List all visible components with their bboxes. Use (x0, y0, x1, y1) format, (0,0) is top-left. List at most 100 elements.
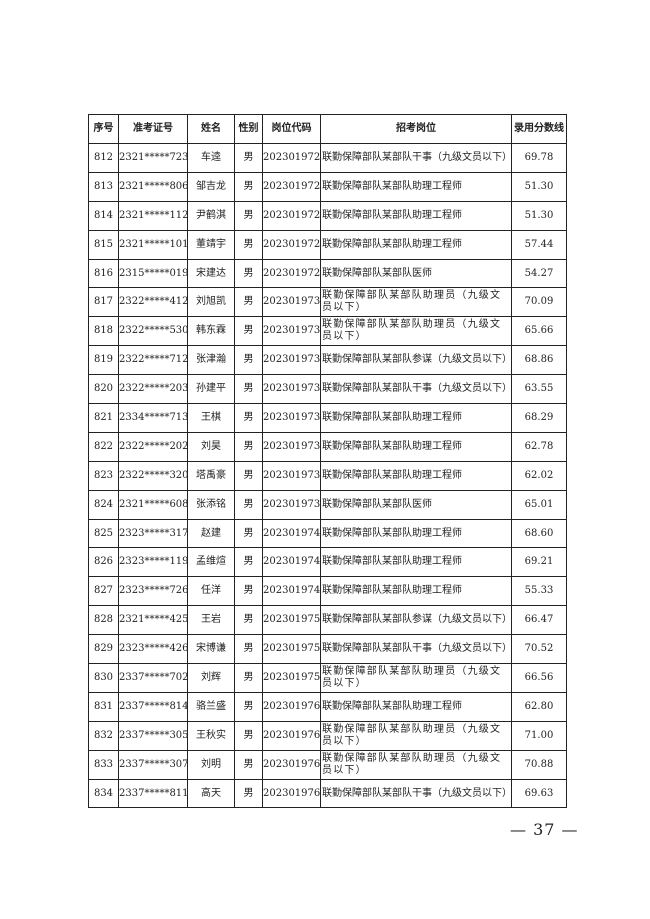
cell-position-code: 2023019743 (262, 518, 321, 549)
cell-score-line: 65.01 (511, 489, 567, 520)
cell-position: 联勤保障部队某部队参谋（九级文员以下） (320, 345, 512, 376)
cell-exam-id: 2322*****202 (118, 431, 188, 462)
cell-seq-number: 831 (88, 691, 119, 722)
cell-position: 联勤保障部队某部队助理工程师 (320, 460, 512, 491)
table-row: 820 2322*****203 孙建平男 2023019734 联勤保障部队某部队干事… (88, 374, 567, 405)
cell-gender: 男 (234, 258, 263, 289)
cell-score-line: 66.47 (511, 605, 567, 636)
table-row: 833 2337*****307 刘明男 2023019764 联勤保障部队某部队助理员… (88, 749, 567, 780)
cell-exam-id: 2322*****203 (118, 374, 188, 405)
cell-name: 王岩 (187, 605, 235, 636)
cell-position: 联勤保障部队某部队助理工程师 (320, 431, 512, 462)
cell-exam-id: 2334*****713 (118, 403, 188, 433)
cell-position-code: 2023019728 (262, 258, 321, 289)
cell-gender: 男 (234, 374, 263, 405)
cell-position: 联勤保障部队某部队干事（九级文员以下） (320, 143, 512, 173)
cell-position-code: 2023019735 (262, 403, 321, 433)
cell-seq-number: 830 (88, 663, 119, 693)
cell-position-code: 2023019723 (262, 143, 321, 173)
cell-position: 联勤保障部队某部队医师 (320, 258, 512, 289)
cell-gender: 男 (234, 431, 263, 462)
cell-gender: 男 (234, 720, 263, 751)
table-row: 829 2323*****426 宋博谦男 2023019754 联勤保障部队某部队干事… (88, 634, 567, 665)
cell-gender: 男 (234, 171, 263, 202)
table-row: 814 2321*****112 尹鹤淇男 2023019724 联勤保障部队某部队助理… (88, 200, 567, 231)
cell-name: 骆兰盛 (187, 691, 235, 722)
cell-seq-number: 817 (88, 287, 119, 318)
cell-seq-number: 827 (88, 576, 119, 607)
cell-seq-number: 829 (88, 634, 119, 665)
cell-position-code: 2023019739 (262, 489, 321, 520)
table-row: 816 2315*****019 宋建达男 2023019728 联勤保障部队某部队医师… (88, 258, 567, 289)
cell-gender: 男 (234, 749, 263, 780)
cell-exam-id: 2337*****307 (118, 749, 188, 780)
cell-score-line: 69.63 (511, 778, 567, 809)
cell-seq-number: 820 (88, 374, 119, 405)
table-row: 827 2323*****726 任洋男 2023019749 联勤保障部队某部队助理工… (88, 576, 567, 607)
cell-name: 王秋实 (187, 720, 235, 751)
cell-seq-number: 812 (88, 143, 119, 173)
cell-score-line: 70.88 (511, 749, 567, 780)
cell-score-line: 71.00 (511, 720, 567, 751)
cell-seq-number: 818 (88, 316, 119, 347)
cell-score-line: 68.60 (511, 518, 567, 549)
cell-seq-number: 833 (88, 749, 119, 780)
cell-exam-id: 2337*****811 (118, 778, 188, 809)
cell-seq-number: 834 (88, 778, 119, 809)
table-row: 822 2322*****202 刘昊男 2023019736 联勤保障部队某部队助理工… (88, 431, 567, 462)
cell-seq-number: 813 (88, 171, 119, 202)
cell-gender: 男 (234, 691, 263, 722)
admission-score-table: 序号 准考证号 姓名 性别 岗位代码 招考岗位 录用分数线 812 2321*****723 车… (88, 114, 567, 809)
table-row: 828 2321*****425 王岩男 2023019753 联勤保障部队某部队参谋（… (88, 605, 567, 636)
cell-position: 联勤保障部队某部队干事（九级文员以下） (320, 374, 512, 405)
cell-score-line: 51.30 (511, 171, 567, 202)
table-row: 832 2337*****305 王秋实男 2023019763 联勤保障部队某部队助理… (88, 720, 567, 751)
cell-name: 刘旭凯 (187, 287, 235, 318)
cell-gender: 男 (234, 576, 263, 607)
cell-name: 宋建达 (187, 258, 235, 289)
cell-name: 孟维煊 (187, 547, 235, 578)
cell-name: 邹吉龙 (187, 171, 235, 202)
cell-position: 联勤保障部队某部队干事（九级文员以下） (320, 778, 512, 809)
cell-position-code: 2023019766 (262, 778, 321, 809)
page-number: — 37 — (510, 820, 579, 839)
cell-score-line: 69.21 (511, 547, 567, 578)
cell-gender: 男 (234, 200, 263, 231)
table-row: 830 2337*****702 刘辉男 2023019758 联勤保障部队某部队助理员… (88, 663, 567, 693)
table-row: 815 2321*****101 董靖宇男 2023019725 联勤保障部队某部队助理… (88, 229, 567, 260)
cell-seq-number: 822 (88, 431, 119, 462)
cell-score-line: 62.02 (511, 460, 567, 491)
cell-position-code: 2023019724 (262, 200, 321, 231)
cell-name: 赵建 (187, 518, 235, 549)
cell-name: 塔禹豪 (187, 460, 235, 491)
cell-seq-number: 819 (88, 345, 119, 376)
cell-position-code: 2023019733 (262, 345, 321, 376)
header-position-code: 岗位代码 (262, 114, 321, 144)
cell-position-code: 2023019764 (262, 749, 321, 780)
cell-gender: 男 (234, 778, 263, 809)
cell-exam-id: 2337*****702 (118, 663, 188, 693)
header-name: 姓名 (187, 114, 235, 144)
cell-name: 任洋 (187, 576, 235, 607)
cell-name: 高天 (187, 778, 235, 809)
cell-position-code: 2023019736 (262, 431, 321, 462)
table-row: 824 2321*****608 张添铭男 2023019739 联勤保障部队某部队医师… (88, 489, 567, 520)
cell-seq-number: 815 (88, 229, 119, 260)
cell-score-line: 55.33 (511, 576, 567, 607)
cell-score-line: 69.78 (511, 143, 567, 173)
cell-exam-id: 2323*****119 (118, 547, 188, 578)
cell-seq-number: 824 (88, 489, 119, 520)
cell-name: 张津瀚 (187, 345, 235, 376)
cell-gender: 男 (234, 403, 263, 433)
cell-score-line: 51.30 (511, 200, 567, 231)
cell-position: 联勤保障部队某部队助理工程师 (320, 229, 512, 260)
cell-seq-number: 823 (88, 460, 119, 491)
cell-position: 联勤保障部队某部队医师 (320, 489, 512, 520)
cell-exam-id: 2321*****806 (118, 171, 188, 202)
cell-position-code: 2023019731 (262, 287, 321, 318)
table-row: 812 2321*****723 车逵男 2023019723 联勤保障部队某部队干事（… (88, 143, 567, 173)
cell-score-line: 62.80 (511, 691, 567, 722)
header-position: 招考岗位 (320, 114, 512, 144)
cell-exam-id: 2322*****712 (118, 345, 188, 376)
cell-score-line: 65.66 (511, 316, 567, 347)
